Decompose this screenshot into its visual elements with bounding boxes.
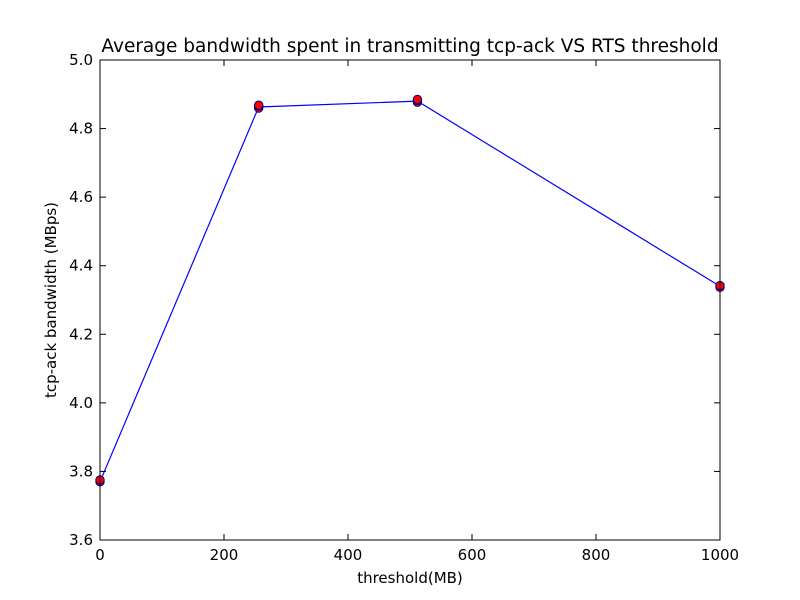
y-tick-label: 4.4 [69,257,93,275]
y-tick-label: 3.6 [69,531,93,549]
data-point [412,94,423,105]
x-axis: 0 200 400 600 800 1000 [95,60,739,564]
x-tick-label: 200 [210,546,239,564]
y-tick-label: 4.0 [69,394,93,412]
y-tick-label: 4.2 [69,325,93,343]
x-tick-label: 600 [458,546,487,564]
x-tick-label: 400 [334,546,363,564]
chart-title: Average bandwidth spent in transmitting … [101,36,718,57]
y-axis: 3.6 3.8 4.0 4.2 4.4 4.6 4.8 5.0 [69,51,720,549]
data-point [254,100,264,110]
y-tick-label: 3.8 [69,462,93,480]
series-line [99,100,721,482]
x-tick-label: 800 [582,546,611,564]
x-axis-label: threshold(MB) [357,569,463,587]
y-axis-label: tcp-ack bandwidth (MBps) [42,202,60,398]
y-tick-label: 5.0 [69,51,93,69]
x-tick-label: 0 [95,546,105,564]
plot-area [95,94,725,487]
plot-frame [99,59,721,541]
x-tick-label: 1000 [701,546,739,564]
y-tick-label: 4.6 [69,188,93,206]
y-tick-label: 4.8 [69,120,93,138]
